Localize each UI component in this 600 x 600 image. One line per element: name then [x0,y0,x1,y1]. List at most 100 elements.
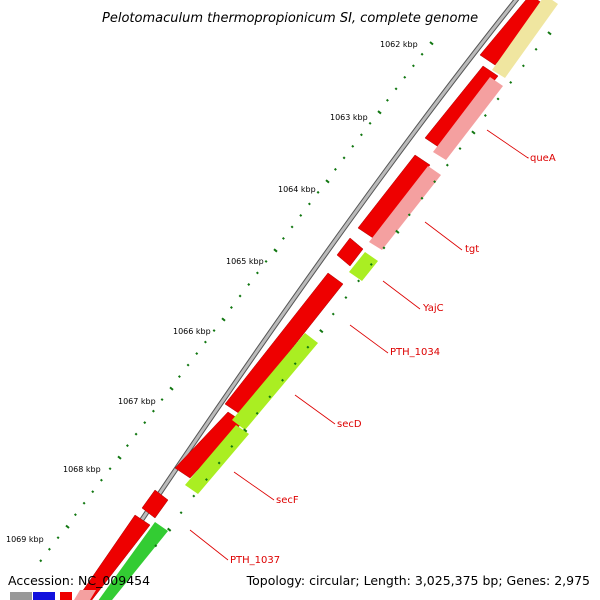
gene-label-queA[interactable]: queA [530,153,556,164]
gene-bar-grey[interactable] [10,592,32,600]
scale-tick-11 [333,167,337,171]
scale-tick-25 [212,329,216,332]
scale-tick-12 [325,179,330,184]
scale-tick-70 [243,428,248,433]
scale-tick-7 [368,121,372,125]
scale-ticks [39,31,552,563]
gene-bar-tgt-pink[interactable] [369,166,441,250]
scale-tick-48 [521,64,525,68]
scale-tick-38 [99,478,103,482]
gene-label-yajC[interactable]: YajC [422,303,444,314]
line-yajC [382,280,421,310]
scale-tick-31 [160,398,164,402]
gene-bar-yajC-green[interactable] [349,252,378,281]
scale-tick-2 [411,64,415,68]
scale-tick-28 [186,363,190,367]
gene-label-pth1034[interactable]: PTH_1034 [390,347,440,358]
scale-tick-53 [458,147,462,151]
scale-tick-33 [143,421,147,425]
scale-tick-6 [377,110,382,115]
gene-bar-pink-bottom[interactable] [74,590,96,600]
scale-tick-72 [217,461,221,465]
scale-label-1066: 1066 kbp [173,327,211,336]
scale-tick-54 [445,163,449,167]
gene-bar-blue[interactable] [33,592,55,600]
gene-arrow-pth1034[interactable] [224,272,344,415]
scale-label-1065: 1065 kbp [226,257,264,266]
gene-bar-queA-pink[interactable] [433,77,503,160]
line-queA [486,129,529,159]
scale-tick-62 [344,296,348,299]
scale-label-1063: 1063 kbp [330,113,368,122]
scale-tick-13 [316,190,320,194]
scale-tick-69 [255,411,259,415]
scale-tick-22 [238,294,242,298]
gene-arrow-yajC[interactable] [336,237,364,267]
scale-tick-37 [108,467,112,471]
scale-tick-30 [169,386,174,391]
gene-label-tgt[interactable]: tgt [465,244,479,255]
scale-tick-40 [82,501,86,505]
scale-tick-68 [268,395,272,399]
scale-tick-9 [351,144,355,148]
scale-tick-75 [179,511,183,515]
gene-bar-secF-green[interactable] [185,425,249,494]
scale-tick-56 [420,196,424,200]
scale-tick-27 [195,352,199,356]
scale-tick-15 [299,213,303,217]
gene-arrow-1[interactable] [479,0,546,66]
gene-label-secD[interactable]: secD [337,419,362,430]
scale-tick-21 [247,283,251,286]
scale-tick-46 [547,31,552,36]
gene-bar-pth1037-green[interactable] [95,522,168,600]
scale-tick-50 [496,97,500,101]
scale-tick-43 [56,536,60,540]
scale-tick-45 [39,559,43,563]
scale-tick-8 [359,133,363,137]
gene-label-pth1037[interactable]: PTH_1037 [230,555,280,566]
scale-tick-17 [281,236,285,240]
scale-tick-1 [420,52,424,56]
gene-bar-red-bottom[interactable] [60,592,72,600]
scale-tick-0 [429,41,434,46]
scale-tick-20 [255,271,259,275]
scale-tick-14 [307,202,311,206]
line-pth1037 [189,529,229,561]
line-secF [233,471,275,501]
scale-tick-5 [385,98,389,102]
scale-tick-35 [125,444,129,448]
scale-tick-36 [117,455,122,460]
scale-tick-42 [65,524,70,529]
scale-label-1068: 1068 kbp [63,465,101,474]
scale-tick-71 [230,445,234,448]
scale-tick-63 [331,312,335,316]
gene-label-secF[interactable]: secF [276,495,299,506]
genome-info-text: Topology: circular; Length: 3,025,375 bp… [246,573,590,588]
scale-tick-41 [73,513,77,517]
scale-tick-61 [357,279,361,283]
scale-tick-77 [154,544,158,548]
scale-tick-39 [91,490,95,494]
scale-tick-67 [281,378,284,382]
gene-bar-yellow[interactable] [492,0,558,78]
scale-label-1062: 1062 kbp [380,40,418,49]
gene-arrow-pth1037[interactable] [141,489,169,519]
gene-arrow-8[interactable] [73,514,151,600]
scale-tick-19 [264,260,268,263]
scale-tick-74 [192,494,196,498]
scale-tick-24 [221,317,226,322]
scale-tick-57 [407,213,411,217]
forward-cds-track [73,0,546,600]
accession-text: Accession: NC_009454 [8,573,150,588]
scale-tick-73 [205,478,208,482]
scale-tick-64 [319,329,324,334]
scale-label-1069: 1069 kbp [6,535,44,544]
scale-tick-60 [369,262,373,266]
gene-bar-secD-green[interactable] [232,333,318,430]
scale-tick-51 [483,114,487,117]
scale-tick-3 [403,75,407,79]
map-title: Pelotomaculum thermopropionicum SI, comp… [102,11,478,26]
scale-tick-23 [229,306,233,309]
scale-tick-10 [342,156,346,160]
